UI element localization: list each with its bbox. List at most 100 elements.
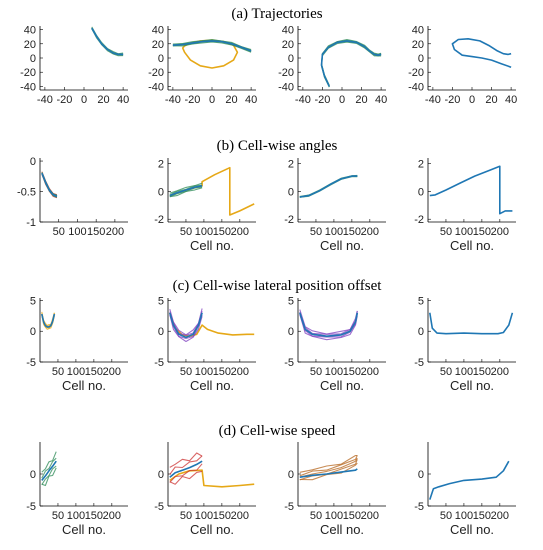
- x-axis-label: Cell no.: [320, 238, 364, 253]
- x-tick-label: 150: [343, 226, 361, 238]
- x-tick-label: 100: [455, 366, 473, 378]
- y-tick-label: -20: [20, 67, 36, 79]
- subplot-4: 50 100 150 200 -1 -0.5 0: [17, 156, 128, 238]
- series-line: [299, 175, 358, 198]
- x-tick-label: 200: [231, 226, 249, 238]
- x-tick-label: -40: [295, 94, 311, 106]
- plot-area: [169, 308, 255, 343]
- x-tick-label: -20: [314, 94, 330, 106]
- series-line: [299, 313, 358, 338]
- series-line: [41, 451, 57, 473]
- x-tick-label: 200: [361, 366, 379, 378]
- x-axis-label: Cell no.: [320, 522, 364, 537]
- x-tick-label: 100: [455, 226, 473, 238]
- series-line: [299, 312, 359, 338]
- y-tick-label: -20: [408, 67, 424, 79]
- subplot-8: 50 100 150 200 -5 0 5 Cell no.: [26, 295, 128, 393]
- x-tick-label: 150: [343, 510, 361, 522]
- x-tick-label: -20: [56, 94, 72, 106]
- row-title-b: (b) Cell-wise angles: [217, 138, 338, 154]
- y-tick-label: 20: [282, 39, 294, 51]
- y-tick-label: 0: [158, 186, 164, 198]
- y-tick-label: 2: [418, 159, 424, 171]
- x-tick-label: 100: [195, 366, 213, 378]
- x-tick-label: 0: [339, 94, 345, 106]
- plot-area: [451, 37, 512, 68]
- series-line: [169, 455, 203, 475]
- x-tick-label: 50: [310, 510, 322, 522]
- subplot-13: 50 100 150 200 -5 0 Cell no.: [154, 442, 256, 537]
- series-line: [41, 460, 57, 481]
- x-tick-label: 0: [469, 94, 475, 106]
- series-line: [299, 454, 358, 473]
- x-axis-label: Cell no.: [320, 378, 364, 393]
- x-axis-label: Cell no.: [450, 238, 494, 253]
- y-tick-label: 0: [418, 469, 424, 481]
- x-tick-label: 200: [361, 226, 379, 238]
- series-line: [299, 314, 358, 341]
- x-tick-label: 50: [440, 226, 452, 238]
- series-line: [41, 172, 58, 198]
- subplot-12: 50 100 150 200 -5 0 Cell no.: [26, 442, 128, 537]
- x-axis-label: Cell no.: [450, 378, 494, 393]
- plot-area: [429, 165, 513, 215]
- series-line: [169, 182, 203, 194]
- series-line: [169, 452, 203, 468]
- series-line: [169, 312, 203, 339]
- x-axis-label: Cell no.: [190, 378, 234, 393]
- series-line: [41, 313, 56, 328]
- x-tick-label: 40: [117, 94, 129, 106]
- y-tick-label: -5: [26, 501, 36, 513]
- plot-area: [169, 166, 255, 216]
- y-tick-label: 5: [158, 295, 164, 307]
- x-axis-label: Cell no.: [190, 522, 234, 537]
- x-tick-label: -40: [425, 94, 441, 106]
- y-tick-label: -40: [148, 81, 164, 93]
- y-tick-label: 2: [288, 159, 294, 171]
- y-tick-label: -5: [414, 501, 424, 513]
- plot-area: [299, 454, 358, 481]
- series-line: [169, 185, 203, 197]
- y-tick-label: -0.5: [17, 187, 36, 199]
- x-tick-label: -20: [444, 94, 460, 106]
- series-line: [299, 457, 358, 478]
- y-tick-label: -40: [278, 81, 294, 93]
- y-tick-label: 5: [288, 295, 294, 307]
- series-line: [451, 37, 512, 68]
- x-axis-label: Cell no.: [62, 378, 106, 393]
- y-tick-label: 0: [30, 53, 36, 65]
- x-tick-label: 50: [180, 510, 192, 522]
- y-tick-label: -1: [26, 217, 36, 229]
- y-tick-label: 40: [24, 25, 36, 37]
- y-tick-label: 0: [158, 326, 164, 338]
- series-line: [429, 312, 514, 335]
- x-tick-label: 40: [375, 94, 387, 106]
- x-tick-label: 0: [209, 94, 215, 106]
- series-line: [41, 457, 57, 479]
- y-tick-label: 0: [418, 53, 424, 65]
- x-tick-label: 150: [85, 366, 103, 378]
- x-tick-label: 100: [325, 366, 343, 378]
- x-tick-label: 200: [491, 226, 509, 238]
- plot-area: [41, 311, 56, 330]
- x-tick-label: 50: [310, 366, 322, 378]
- x-tick-label: 200: [231, 510, 249, 522]
- y-tick-label: -20: [148, 67, 164, 79]
- x-tick-label: 200: [103, 510, 121, 522]
- y-tick-label: 0: [30, 469, 36, 481]
- x-tick-label: 150: [87, 226, 105, 238]
- x-tick-label: 20: [225, 94, 237, 106]
- subplot-7: 50 100 150 200 -2 0 2 Cell no.: [414, 158, 516, 253]
- y-tick-label: -2: [154, 214, 164, 226]
- series-line: [169, 312, 255, 338]
- x-tick-label: 100: [325, 510, 343, 522]
- x-tick-label: 20: [485, 94, 497, 106]
- x-tick-label: 50: [180, 366, 192, 378]
- series-line: [169, 470, 203, 485]
- series-line: [299, 176, 358, 198]
- x-tick-label: 20: [97, 94, 109, 106]
- x-tick-label: 150: [85, 510, 103, 522]
- y-tick-label: 0: [158, 469, 164, 481]
- subplot-10: 50 100 150 200 -5 0 5 Cell no.: [284, 295, 386, 393]
